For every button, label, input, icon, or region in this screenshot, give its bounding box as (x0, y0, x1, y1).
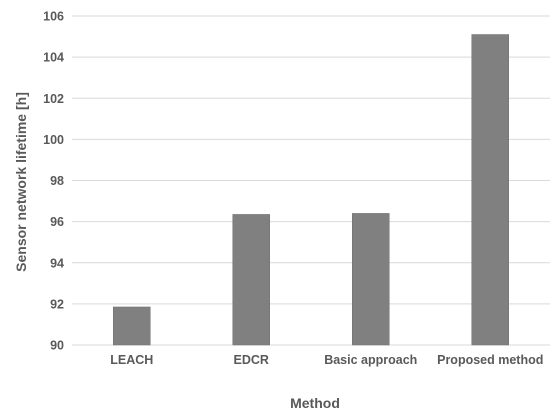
bar-proposed-method (471, 34, 509, 346)
y-tick-label: 104 (43, 51, 64, 65)
y-axis-ticks: 90 92 94 96 98 100 102 104 106 (43, 10, 64, 353)
y-tick-label: 98 (50, 174, 64, 188)
x-category-label: Basic approach (324, 353, 417, 367)
y-tick-label: 96 (50, 215, 64, 229)
y-tick-label: 90 (50, 339, 64, 353)
x-category-label: Proposed method (437, 353, 543, 367)
bar-edcr (232, 214, 270, 346)
bars (113, 34, 509, 346)
gridlines (72, 15, 550, 346)
x-category-label: LEACH (110, 353, 153, 367)
bar-basic-approach (352, 213, 390, 346)
y-tick-label: 102 (43, 92, 64, 106)
y-axis-title: Sensor network lifetime [h] (13, 92, 29, 272)
y-tick-label: 94 (50, 256, 64, 270)
x-axis-title: Method (290, 395, 340, 411)
x-axis-categories: LEACH EDCR Basic approach Proposed method (110, 353, 543, 367)
y-tick-label: 106 (43, 10, 64, 24)
y-tick-label: 92 (50, 297, 64, 311)
x-category-label: EDCR (234, 353, 269, 367)
bar-leach (113, 306, 151, 346)
y-tick-label: 100 (43, 133, 64, 147)
